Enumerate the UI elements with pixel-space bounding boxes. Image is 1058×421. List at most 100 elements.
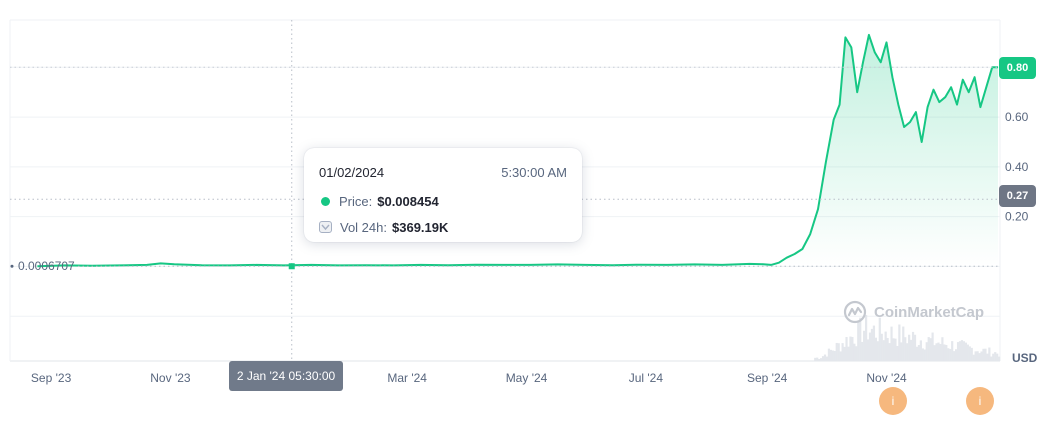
volume-bar	[967, 345, 969, 361]
volume-bar	[890, 327, 892, 361]
volume-bar	[828, 349, 830, 361]
volume-bar	[875, 338, 877, 361]
volume-bar	[818, 359, 820, 361]
tooltip-vol-value: $369.19K	[392, 220, 448, 235]
volume-bar	[980, 351, 982, 361]
reference-marker	[11, 265, 14, 268]
crosshair-date-badge: 2 Jan '24 05:30:00	[229, 361, 343, 391]
volume-bar	[949, 349, 951, 361]
volume-bar	[871, 329, 873, 361]
price-dot-icon	[321, 197, 330, 206]
volume-bar	[978, 353, 980, 361]
x-tick-label: May '24	[506, 371, 548, 385]
tooltip-time: 5:30:00 AM	[501, 165, 567, 180]
volume-bar	[834, 351, 836, 361]
volume-bar	[883, 340, 885, 361]
volume-bar	[918, 345, 920, 361]
volume-bar	[849, 337, 851, 361]
tooltip-vol-label: Vol 24h:	[340, 220, 387, 235]
volume-bar	[861, 342, 863, 361]
coinmarketcap-logo-icon	[843, 300, 867, 324]
price-tooltip: 01/02/2024 5:30:00 AM Price: $0.008454 V…	[304, 148, 582, 242]
volume-bar	[965, 343, 967, 361]
volume-bar	[937, 343, 939, 361]
volume-bar	[900, 342, 902, 361]
volume-bar	[959, 341, 961, 361]
volume-bar	[924, 350, 926, 361]
x-tick-label: Jul '24	[629, 371, 664, 385]
volume-bar	[982, 349, 984, 361]
volume-bar	[943, 344, 945, 361]
volume-bar	[953, 351, 955, 361]
current-price-badge: 0.80	[999, 57, 1036, 79]
volume-bar	[928, 337, 930, 361]
volume-bar	[898, 324, 900, 361]
volume-bar	[922, 348, 924, 361]
volume-bar	[996, 354, 998, 361]
volume-bar	[935, 343, 937, 361]
volume-bar	[859, 318, 861, 361]
tooltip-price-value: $0.008454	[377, 194, 438, 209]
volume-bar	[881, 334, 883, 361]
volume-bar	[998, 357, 1000, 361]
volume-bar	[892, 338, 894, 361]
volume-bar	[975, 351, 977, 361]
volume-bar	[845, 337, 847, 361]
volume-bar	[838, 343, 840, 361]
volume-bar	[947, 348, 949, 361]
info-icon: i	[979, 394, 982, 408]
volume-bar	[894, 339, 896, 361]
volume-bar	[896, 346, 898, 361]
volume-bar	[887, 338, 889, 361]
x-tick-label: Sep '23	[31, 371, 72, 385]
x-tick-label: Nov '24	[866, 371, 907, 385]
volume-bar	[826, 357, 828, 361]
volume-bar	[957, 342, 959, 361]
volume-bar	[977, 351, 979, 361]
volume-bar	[832, 351, 834, 361]
reference-value-label: 0.0006707	[18, 259, 75, 273]
volume-bar	[879, 318, 881, 361]
x-tick-label: Sep '24	[747, 371, 788, 385]
volume-bar	[986, 354, 988, 361]
volume-bar	[984, 349, 986, 361]
volume-bar	[867, 339, 869, 361]
volume-bar	[851, 337, 853, 361]
y-tick-label: 0.40	[1005, 160, 1029, 174]
volume-bar	[857, 320, 859, 361]
volume-bar	[916, 347, 918, 361]
x-tick-label: Nov '23	[150, 371, 191, 385]
watermark-text: CoinMarketCap	[874, 304, 984, 321]
volume-bar	[853, 344, 855, 361]
event-marker-1[interactable]: i	[879, 387, 907, 415]
volume-bar	[951, 341, 953, 361]
volume-bar	[906, 343, 908, 361]
volume-bar	[888, 343, 890, 361]
y-tick-label: 0.20	[1005, 210, 1029, 224]
volume-bar	[941, 337, 943, 361]
coinmarketcap-watermark: CoinMarketCap	[843, 300, 984, 324]
y-tick-label: 0.60	[1005, 110, 1029, 124]
volume-bar	[933, 345, 935, 361]
volume-bar	[908, 335, 910, 361]
volume-bar	[836, 343, 838, 361]
tooltip-price-label: Price:	[339, 194, 372, 209]
volume-icon	[319, 221, 332, 233]
volume-bar	[822, 356, 824, 361]
volume-bar	[847, 347, 849, 361]
volume-bar	[830, 350, 832, 361]
volume-bar	[990, 356, 992, 361]
volume-bar	[869, 333, 871, 361]
volume-bar	[902, 327, 904, 361]
event-marker-2[interactable]: i	[966, 387, 994, 415]
volume-bar	[920, 340, 922, 361]
volume-bar	[988, 348, 990, 361]
volume-bar	[963, 341, 965, 361]
volume-bar	[873, 326, 875, 361]
volume-bar	[824, 355, 826, 361]
info-icon: i	[892, 394, 895, 408]
volume-bar	[816, 358, 818, 361]
volume-bar	[843, 347, 845, 361]
volume-bar	[910, 340, 912, 361]
